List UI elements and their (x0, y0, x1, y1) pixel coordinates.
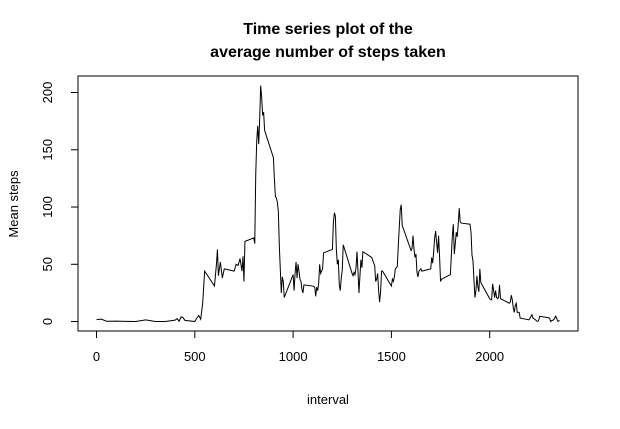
chart-title: Time series plot of the (243, 21, 413, 38)
x-tick-label: 2000 (475, 349, 504, 364)
y-tick-label: 200 (40, 82, 55, 104)
x-tick-label: 1500 (377, 349, 406, 364)
y-tick-label: 0 (40, 318, 55, 325)
y-tick-label: 150 (40, 139, 55, 161)
data-line (96, 85, 560, 323)
chart-title: average number of steps taken (210, 44, 446, 61)
y-tick-label: 100 (40, 196, 55, 218)
x-axis-title: interval (307, 392, 349, 407)
x-tick-label: 1000 (279, 349, 308, 364)
x-tick-label: 500 (184, 349, 206, 364)
y-tick-label: 50 (40, 257, 55, 271)
y-axis-title: Mean steps (6, 170, 21, 238)
x-tick-label: 0 (93, 349, 100, 364)
